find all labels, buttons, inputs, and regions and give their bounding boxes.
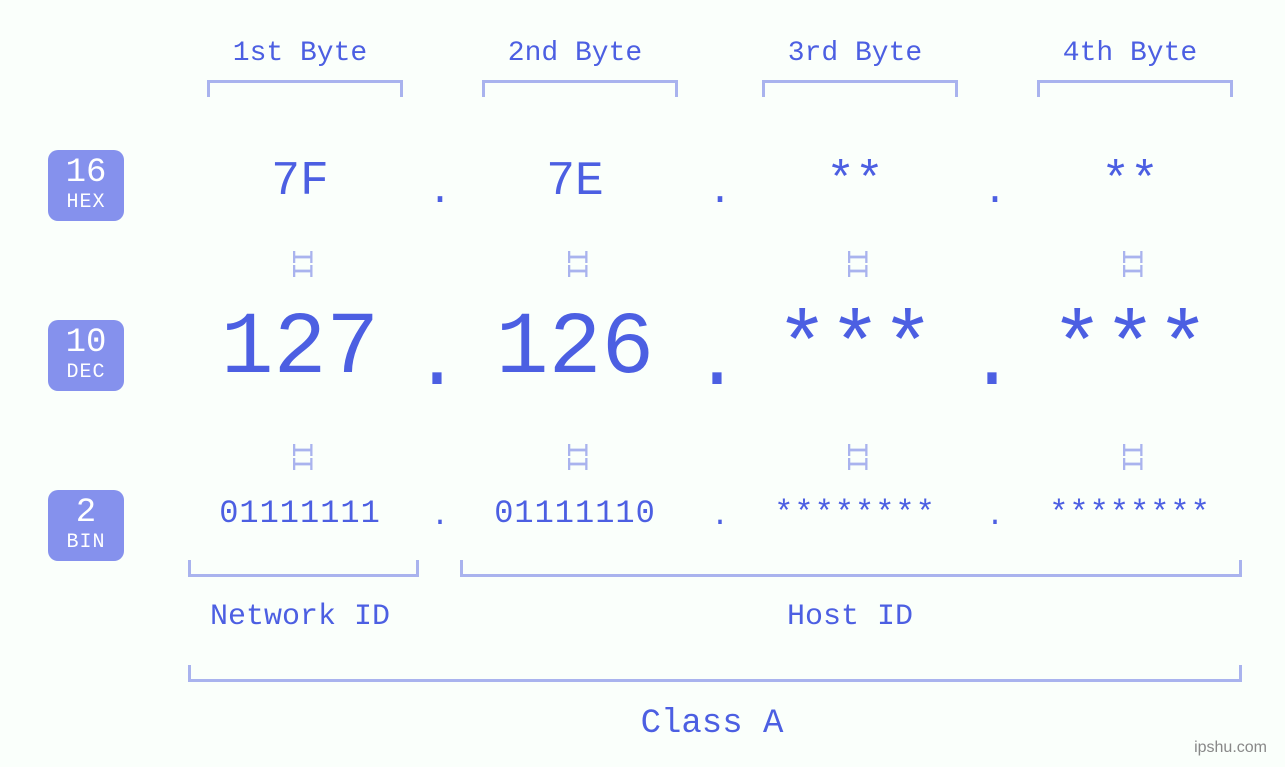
top-bracket-2 [482,80,678,97]
network-id-bracket [188,560,419,577]
byte-label-4: 4th Byte [1005,38,1255,69]
top-bracket-1 [207,80,403,97]
badge-txt-hex: HEX [48,192,124,213]
host-id-bracket [460,560,1242,577]
base-badge-dec: 10 DEC [48,320,124,391]
badge-num-hex: 16 [48,156,124,192]
eq-decbin-1: II [283,330,317,580]
host-id-label: Host ID [750,600,950,634]
badge-txt-bin: BIN [48,532,124,553]
network-id-label: Network ID [200,600,400,634]
class-label: Class A [612,705,812,743]
byte-label-1: 1st Byte [175,38,425,69]
base-badge-bin: 2 BIN [48,490,124,561]
byte-label-2: 2nd Byte [450,38,700,69]
top-bracket-3 [762,80,958,97]
eq-decbin-2: II [558,330,592,580]
top-bracket-4 [1037,80,1233,97]
badge-num-dec: 10 [48,326,124,362]
badge-txt-dec: DEC [48,362,124,383]
bin-byte-1: 01111111 [170,495,430,532]
class-bracket [188,665,1242,682]
watermark: ipshu.com [1194,739,1267,757]
byte-label-3: 3rd Byte [730,38,980,69]
eq-decbin-3: II [838,330,872,580]
bin-byte-2: 01111110 [445,495,705,532]
bin-byte-3: ******** [725,495,985,532]
base-badge-hex: 16 HEX [48,150,124,221]
badge-num-bin: 2 [48,496,124,532]
eq-decbin-4: II [1113,330,1147,580]
bin-byte-4: ******** [1000,495,1260,532]
